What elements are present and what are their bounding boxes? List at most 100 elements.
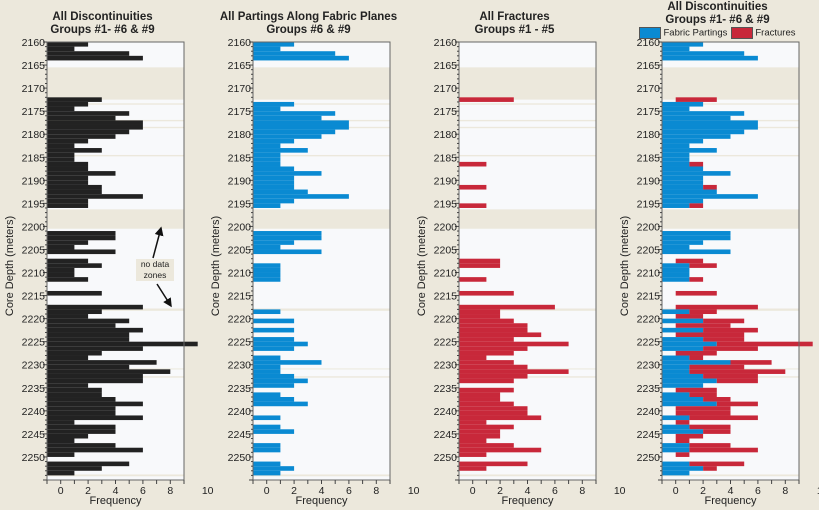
no-data-annotation: no data zones — [136, 259, 174, 281]
bar-fabric — [253, 235, 322, 241]
bar-fabric — [662, 249, 731, 255]
bar-fracture — [689, 364, 745, 370]
bar-all — [47, 277, 89, 282]
bar-all — [47, 452, 75, 457]
bar-fabric — [662, 124, 758, 130]
no-data-zone — [253, 103, 390, 105]
bar-fabric — [253, 341, 308, 347]
no-data-zone — [459, 154, 596, 157]
bar-all — [47, 378, 143, 384]
x-tick-label: 2 — [700, 485, 706, 497]
y-tick-label: 2215 — [434, 291, 458, 303]
bar-fabric — [253, 443, 281, 448]
bar-all — [47, 97, 102, 102]
bar-fabric — [662, 429, 704, 434]
bar-all — [47, 175, 89, 181]
y-tick-label: 2165 — [228, 60, 252, 72]
no-data-zone — [459, 103, 596, 105]
y-tick-label: 2170 — [637, 83, 661, 95]
y-tick-label: 2180 — [637, 129, 661, 141]
y-tick-label: 2200 — [637, 221, 661, 233]
bar-fracture — [459, 258, 501, 264]
y-tick-label: 2235 — [434, 383, 458, 395]
y-tick-label: 2195 — [637, 198, 661, 210]
bar-fracture — [689, 355, 704, 361]
y-tick-label: 2175 — [22, 106, 46, 118]
bar-fabric — [662, 318, 704, 324]
no-data-zone — [662, 474, 799, 477]
bar-fracture — [689, 461, 745, 467]
bar-fabric — [253, 244, 281, 250]
y-tick-label: 2230 — [637, 360, 661, 372]
bar-fracture — [459, 410, 528, 416]
panel-title-line2: Groups #1- #6 & #9 — [665, 14, 770, 26]
bar-fabric — [662, 111, 745, 116]
bar-fabric — [662, 327, 704, 333]
bar-fabric — [253, 189, 308, 195]
annotation-arrow-down — [156, 283, 172, 308]
bar-fracture — [689, 443, 731, 448]
x-tick-label: 0 — [470, 485, 476, 497]
no-data-zone — [47, 209, 184, 229]
y-tick-label: 2235 — [637, 383, 661, 395]
bar-fabric — [662, 194, 758, 199]
y-tick-label: 2185 — [637, 152, 661, 164]
bar-fabric — [253, 101, 295, 107]
bar-all — [47, 244, 75, 250]
y-tick-label: 2250 — [637, 452, 661, 464]
no-data-zone — [253, 67, 390, 100]
bar-fabric — [662, 157, 690, 162]
y-tick-label: 2170 — [434, 83, 458, 95]
x-tick-label: 6 — [140, 485, 146, 497]
bar-fracture — [459, 360, 514, 365]
x-tick-label: 0 — [58, 485, 64, 497]
x-tick-label: 6 — [552, 485, 558, 497]
bar-fabric — [662, 415, 690, 421]
bar-all — [47, 148, 102, 153]
bar-fabric — [662, 134, 731, 139]
bar-fracture — [689, 263, 717, 268]
y-tick-label: 2240 — [22, 406, 46, 418]
bar-all — [47, 101, 89, 107]
bar-fabric — [662, 443, 690, 448]
bar-all — [47, 194, 143, 199]
x-tick-label: 4 — [728, 485, 734, 497]
bar-fabric — [253, 138, 295, 144]
y-tick-label: 2210 — [228, 268, 252, 280]
bar-fracture — [689, 369, 786, 374]
bar-fracture — [703, 346, 758, 351]
bar-fracture — [459, 304, 555, 310]
bar-fabric — [253, 429, 295, 434]
bar-fracture — [675, 258, 704, 264]
bar-all — [47, 461, 130, 467]
no-data-zone — [459, 119, 596, 122]
bar-fabric — [662, 161, 690, 167]
bar-all — [47, 360, 157, 365]
bar-fracture — [459, 355, 487, 361]
no-data-zone — [662, 67, 799, 100]
legend-label-fabric: Fabric Partings — [663, 27, 728, 39]
annotation-line1: no data — [140, 259, 170, 269]
bar-fracture — [675, 332, 745, 338]
y-tick-label: 2165 — [434, 60, 458, 72]
bar-fabric — [253, 148, 308, 153]
x-tick-label: 8 — [782, 485, 788, 497]
bar-all — [47, 443, 116, 448]
panel-fracture: All Fractures Groups #1 - #5 2160 2165 2170 2… — [412, 0, 626, 510]
bar-fracture — [689, 309, 717, 315]
bar-fabric — [662, 355, 690, 361]
bar-fabric — [253, 115, 322, 121]
bar-fracture — [459, 387, 514, 393]
y-tick-label: 2245 — [637, 429, 661, 441]
y-tick-label: 2195 — [228, 198, 252, 210]
y-tick-label: 2200 — [228, 221, 252, 233]
annotation-line2: zones — [143, 270, 167, 280]
bar-fabric — [662, 341, 717, 347]
x-tick-label: 10 — [202, 485, 214, 497]
y-tick-label: 2180 — [22, 129, 46, 141]
bar-all — [47, 314, 89, 319]
x-tick-label: 2 — [291, 485, 297, 497]
bar-all — [47, 42, 89, 47]
bar-fracture — [459, 341, 569, 347]
panel-stacked: All Discontinuities Groups #1- #6 & #9 Fab… — [615, 0, 819, 510]
